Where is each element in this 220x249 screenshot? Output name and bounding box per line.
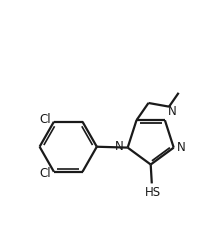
Text: N: N (115, 140, 124, 153)
Text: N: N (168, 105, 176, 118)
Text: HS: HS (145, 186, 161, 199)
Text: Cl: Cl (39, 114, 51, 126)
Text: Cl: Cl (39, 167, 51, 180)
Text: N: N (177, 141, 186, 154)
